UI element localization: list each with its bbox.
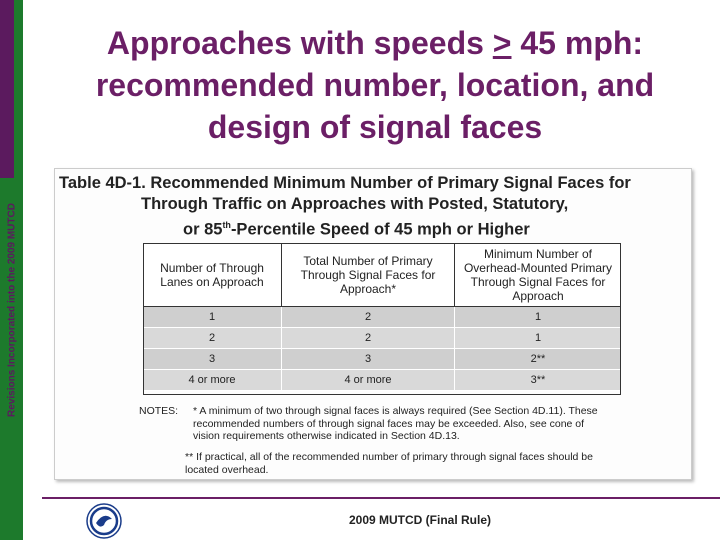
footer-divider bbox=[42, 497, 720, 499]
table-header: Number of Through Lanes on Approach Tota… bbox=[144, 244, 620, 307]
header-total-faces: Total Number of Primary Through Signal F… bbox=[281, 244, 454, 306]
footer-text: 2009 MUTCD (Final Rule) bbox=[348, 513, 492, 527]
header-lanes: Number of Through Lanes on Approach bbox=[160, 261, 264, 289]
note-1: * A minimum of two through signal faces … bbox=[193, 405, 598, 442]
table-row: 3 3 2** bbox=[144, 349, 620, 370]
side-label: Revisions Incorporated into the 2009 MUT… bbox=[6, 203, 18, 417]
title-line-3: design of signal faces bbox=[207, 109, 543, 145]
title-line-2: recommended number, location, and bbox=[95, 67, 655, 103]
title-line-1: Approaches with speeds > 45 mph: bbox=[106, 25, 644, 61]
notes-label: NOTES: bbox=[139, 405, 179, 417]
slide-title: Approaches with speeds > 45 mph: recomme… bbox=[30, 22, 720, 148]
dot-seal-icon bbox=[86, 503, 122, 539]
table-image: Table 4D-1. Recommended Minimum Number o… bbox=[54, 168, 692, 480]
table-row: 4 or more 4 or more 3** bbox=[144, 370, 620, 391]
table-title: Table 4D-1. Recommended Minimum Number o… bbox=[59, 174, 631, 239]
header-overhead-faces: Minimum Number of Overhead-Mounted Prima… bbox=[454, 244, 621, 306]
signal-faces-table: Number of Through Lanes on Approach Tota… bbox=[143, 243, 621, 395]
left-purple-bar bbox=[0, 0, 14, 178]
note-2: ** If practical, all of the recommended … bbox=[185, 451, 593, 476]
